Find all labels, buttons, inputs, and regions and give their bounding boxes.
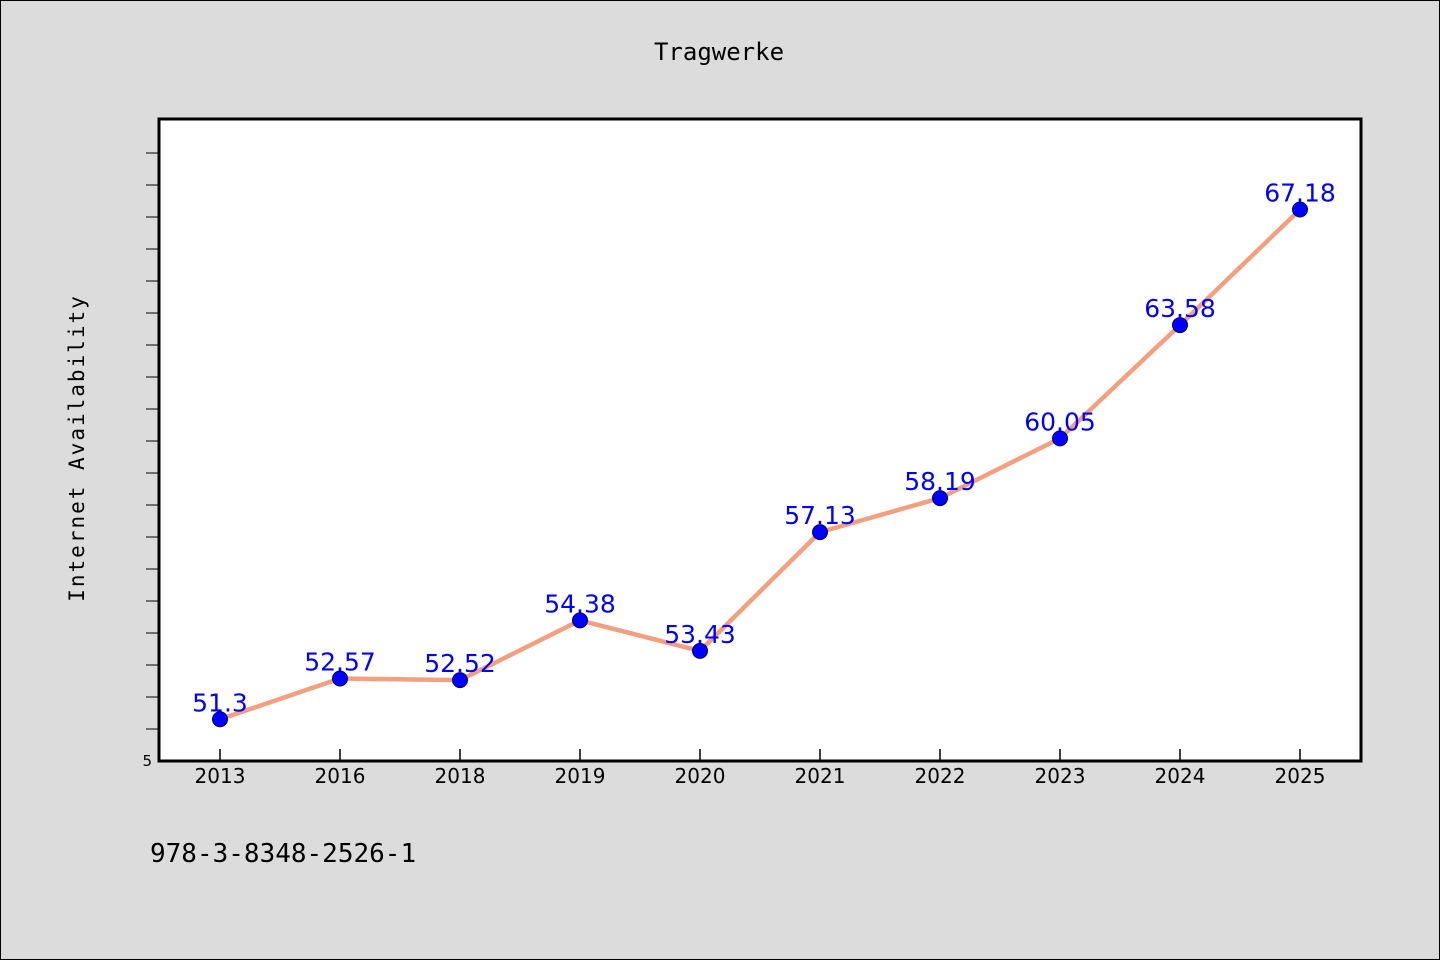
data-point-marker — [332, 670, 348, 687]
x-tick-label: 2019 — [555, 764, 606, 788]
y-tick-label: 5 — [142, 752, 152, 770]
x-tick-label: 2013 — [195, 764, 246, 788]
plot-area — [157, 117, 1363, 763]
data-point-label: 52.52 — [424, 649, 496, 678]
x-tick-label: 2016 — [315, 764, 366, 788]
data-point-label: 53.43 — [664, 620, 736, 649]
data-labels: 51.3 52.57 52.52 54.38 53.43 57.13 58.19 60.05 6… — [192, 179, 1336, 718]
data-point-marker — [572, 612, 588, 629]
x-tick-label: 2021 — [795, 764, 846, 788]
data-point-label: 54.38 — [544, 589, 616, 618]
data-point-label: 57.13 — [784, 501, 856, 530]
data-point-marker — [812, 524, 828, 541]
data-point-label: 67.18 — [1264, 179, 1336, 208]
data-point-label: 63.58 — [1144, 294, 1216, 323]
data-point-marker — [1292, 201, 1308, 218]
y-axis-label: Internet Availability — [65, 294, 89, 602]
data-point-marker — [452, 672, 468, 689]
x-tick-label: 2018 — [435, 764, 486, 788]
data-point-marker — [1052, 430, 1068, 447]
footer-isbn: 978-3-8348-2526-1 — [150, 839, 416, 869]
data-point-marker — [1172, 317, 1188, 334]
series-line — [217, 207, 1303, 722]
data-point-marker — [932, 490, 948, 507]
data-point-label: 60.05 — [1024, 407, 1096, 436]
x-tick-label: 2025 — [1275, 764, 1326, 788]
x-tick-label: 2022 — [915, 764, 966, 788]
data-point-marker — [692, 642, 708, 659]
data-point-marker — [212, 711, 228, 728]
x-tick-label: 2020 — [675, 764, 726, 788]
data-point-label: 58.19 — [904, 467, 976, 496]
chart-title: Tragwerke — [654, 38, 784, 66]
series-polyline — [217, 207, 1303, 722]
x-axis-ticks: 2013 2016 2018 2019 2020 2021 2022 2023 2024 2025 — [195, 749, 1326, 788]
x-tick-label: 2024 — [1155, 764, 1206, 788]
x-tick-label: 2023 — [1035, 764, 1086, 788]
data-point-label: 51.3 — [192, 688, 248, 717]
y-axis-ticks: 5 — [142, 152, 159, 770]
series-markers — [212, 201, 1308, 728]
data-point-label: 52.57 — [304, 648, 376, 677]
